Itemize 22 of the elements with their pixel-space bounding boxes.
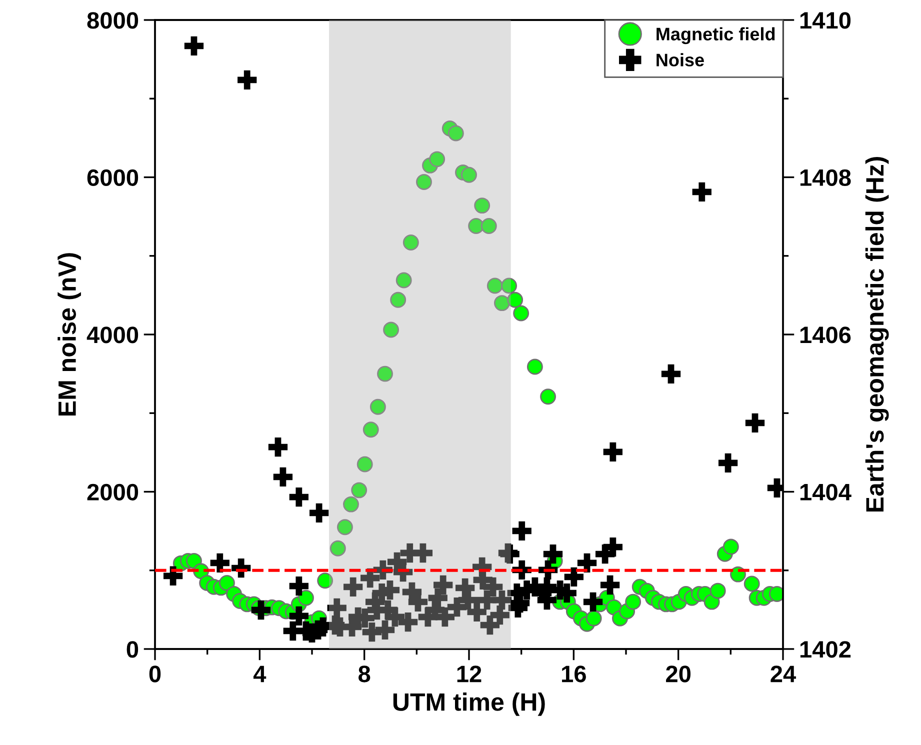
x-tick-label: 20 — [666, 666, 690, 682]
y-tick-label: 2000 — [87, 484, 138, 501]
y-tick-label: 8000 — [87, 12, 138, 29]
x-tick-label: 8 — [358, 666, 370, 682]
y-axis-title: EM noise (nV) — [58, 253, 81, 416]
legend-label: Magnetic field — [656, 27, 775, 44]
x-tick-label: 4 — [253, 666, 266, 682]
x-tick-label: 12 — [457, 666, 482, 682]
y2-tick-label: 1410 — [800, 12, 851, 29]
y2-tick-label: 1408 — [800, 169, 851, 186]
y-tick-label: 0 — [126, 641, 138, 658]
y2-tick-label: 1402 — [800, 641, 851, 658]
y-tick-label: 6000 — [87, 169, 138, 186]
y-tick-label: 4000 — [86, 326, 138, 344]
x-tick-label: 0 — [149, 666, 161, 682]
x-tick-label: 24 — [770, 666, 796, 682]
y2-tick-label: 1406 — [800, 326, 851, 344]
legend-label: Noise — [656, 53, 704, 66]
x-tick-label: 16 — [562, 666, 586, 682]
y2-axis-title: Earth's geomagnetic field (Hz) — [865, 157, 889, 512]
x-axis-title: UTM time (H) — [393, 692, 545, 716]
y2-tick-label: 1404 — [800, 484, 852, 501]
